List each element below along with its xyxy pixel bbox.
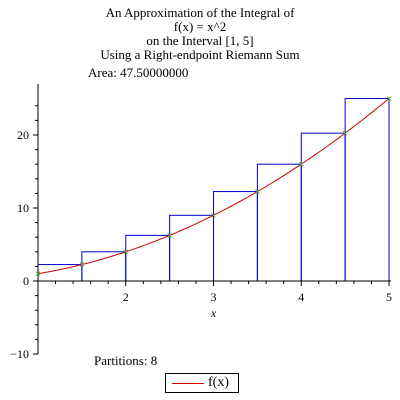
riemann-rectangle-6	[256, 163, 302, 282]
legend-line-swatch	[172, 383, 204, 384]
title-line-1: An Approximation of the Integral of	[105, 5, 295, 20]
y-tick-label--10: −10	[10, 347, 29, 361]
area-label: Area: 47.50000000	[88, 65, 189, 80]
y-tick-label-20: 20	[17, 128, 29, 142]
sample-point-8	[342, 130, 348, 136]
y-tick-label-10: 10	[17, 201, 29, 215]
sample-points	[35, 96, 392, 277]
y-tick-label-0: 0	[23, 274, 29, 288]
axes: 2 3 4 5 x −10 0 10 20	[10, 83, 392, 361]
x-tick-label-4: 4	[298, 290, 304, 304]
sample-point-5	[211, 212, 216, 218]
title-line-4: Using a Right-endpoint Riemann Sum	[100, 47, 300, 62]
sample-point-2	[79, 262, 85, 267]
riemann-rectangle-2	[81, 251, 127, 282]
riemann-rectangle-4	[169, 214, 214, 282]
sample-point-3	[123, 249, 129, 255]
riemann-rectangle-8	[344, 98, 390, 282]
sample-point-6	[255, 189, 260, 194]
riemann-rectangles	[37, 98, 390, 282]
riemann-rectangle-7	[300, 132, 346, 282]
sample-point-9	[386, 96, 392, 101]
chart-title: An Approximation of the Integral of f(x)…	[55, 6, 345, 62]
partitions-label: Partitions: 8	[94, 353, 158, 368]
riemann-rectangle-3	[125, 234, 171, 282]
legend: f(x)	[165, 373, 239, 393]
x-axis-label: x	[210, 306, 217, 320]
x-tick-label-5: 5	[386, 290, 392, 304]
title-line-2: f(x) = x^2	[173, 19, 227, 34]
sample-point-7	[298, 161, 304, 167]
sample-point-1	[35, 271, 41, 277]
riemann-rectangle-5	[213, 191, 258, 282]
x-tick-label-3: 3	[211, 290, 217, 304]
title-line-3: on the Interval [1, 5]	[146, 33, 254, 48]
x-tick-label-2: 2	[123, 290, 129, 304]
legend-label: f(x)	[208, 375, 229, 390]
sample-point-4	[167, 233, 172, 238]
